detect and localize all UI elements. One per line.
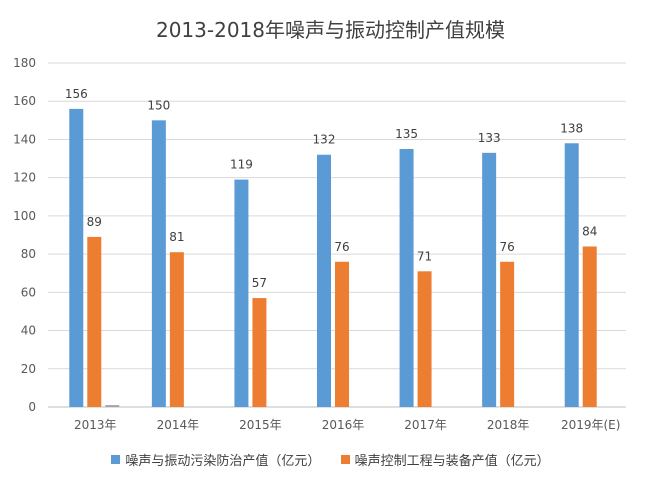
- data-label-series-2: 76: [334, 240, 349, 254]
- data-label-series-2: 57: [252, 276, 267, 290]
- bar-series-1-5: [482, 152, 497, 407]
- legend-item-series-2: 噪声控制工程与装备产值（亿元）: [340, 450, 550, 469]
- y-tick-label: 80: [21, 247, 36, 261]
- data-label-series-2: 81: [169, 230, 184, 244]
- bar-series-1-0: [69, 108, 84, 407]
- bar-series-2-4: [417, 271, 432, 407]
- x-tick-label: 2013年: [74, 418, 117, 432]
- bar-series-2-6: [582, 246, 597, 407]
- legend: 噪声与振动污染防治产值（亿元） 噪声控制工程与装备产值（亿元）: [0, 450, 661, 469]
- legend-swatch-series-2: [340, 455, 350, 464]
- bar-series-2-5: [500, 261, 515, 407]
- legend-swatch-series-1: [111, 455, 121, 464]
- bar-series-2-3: [335, 261, 349, 407]
- x-tick-label: 2019年(E): [561, 418, 621, 432]
- data-label-series-1: 119: [230, 158, 253, 172]
- y-tick-label: 20: [21, 362, 36, 376]
- data-label-series-1: 156: [65, 87, 88, 101]
- x-tick-label: 2018年: [487, 418, 530, 432]
- legend-label-series-1: 噪声与振动污染防治产值（亿元）: [125, 454, 321, 469]
- bar-series-2-2: [252, 298, 267, 407]
- bar-series-2-1: [169, 252, 184, 407]
- x-tick-label: 2016年: [322, 418, 365, 432]
- bar-series-2-0: [87, 236, 102, 407]
- bar-series-1-3: [317, 154, 331, 407]
- data-label-series-2: 76: [500, 240, 515, 254]
- data-label-series-2: 84: [582, 224, 597, 238]
- data-label-series-1: 135: [395, 127, 418, 141]
- y-tick-label: 40: [21, 324, 36, 338]
- x-tick-label: 2017年: [404, 418, 447, 432]
- y-tick-label: 60: [21, 285, 36, 299]
- bar-series-1-6: [564, 143, 579, 407]
- data-label-series-1: 132: [313, 133, 336, 147]
- y-tick-label: 160: [13, 94, 36, 108]
- data-label-series-1: 150: [147, 98, 170, 112]
- x-tick-label: 2015年: [239, 418, 282, 432]
- y-tick-label: 140: [13, 132, 36, 146]
- data-label-series-1: 138: [560, 121, 583, 135]
- data-label-series-2: 89: [87, 215, 102, 229]
- y-tick-label: 120: [13, 171, 36, 185]
- data-label-series-2: 71: [417, 249, 432, 263]
- bar-series-1-4: [399, 149, 414, 407]
- legend-label-series-2: 噪声控制工程与装备产值（亿元）: [354, 454, 550, 469]
- bar-series-3-0: [105, 405, 120, 407]
- y-tick-label: 100: [13, 209, 36, 223]
- y-tick-label: 180: [13, 56, 36, 70]
- chart-title: 2013-2018年噪声与振动控制产值规模: [155, 18, 505, 42]
- data-label-series-1: 133: [478, 131, 501, 145]
- legend-item-series-1: 噪声与振动污染防治产值（亿元）: [111, 450, 320, 469]
- bar-series-1-2: [234, 179, 249, 407]
- bar-series-1-1: [151, 120, 166, 407]
- y-tick-label: 0: [28, 400, 36, 414]
- x-tick-label: 2014年: [157, 418, 200, 432]
